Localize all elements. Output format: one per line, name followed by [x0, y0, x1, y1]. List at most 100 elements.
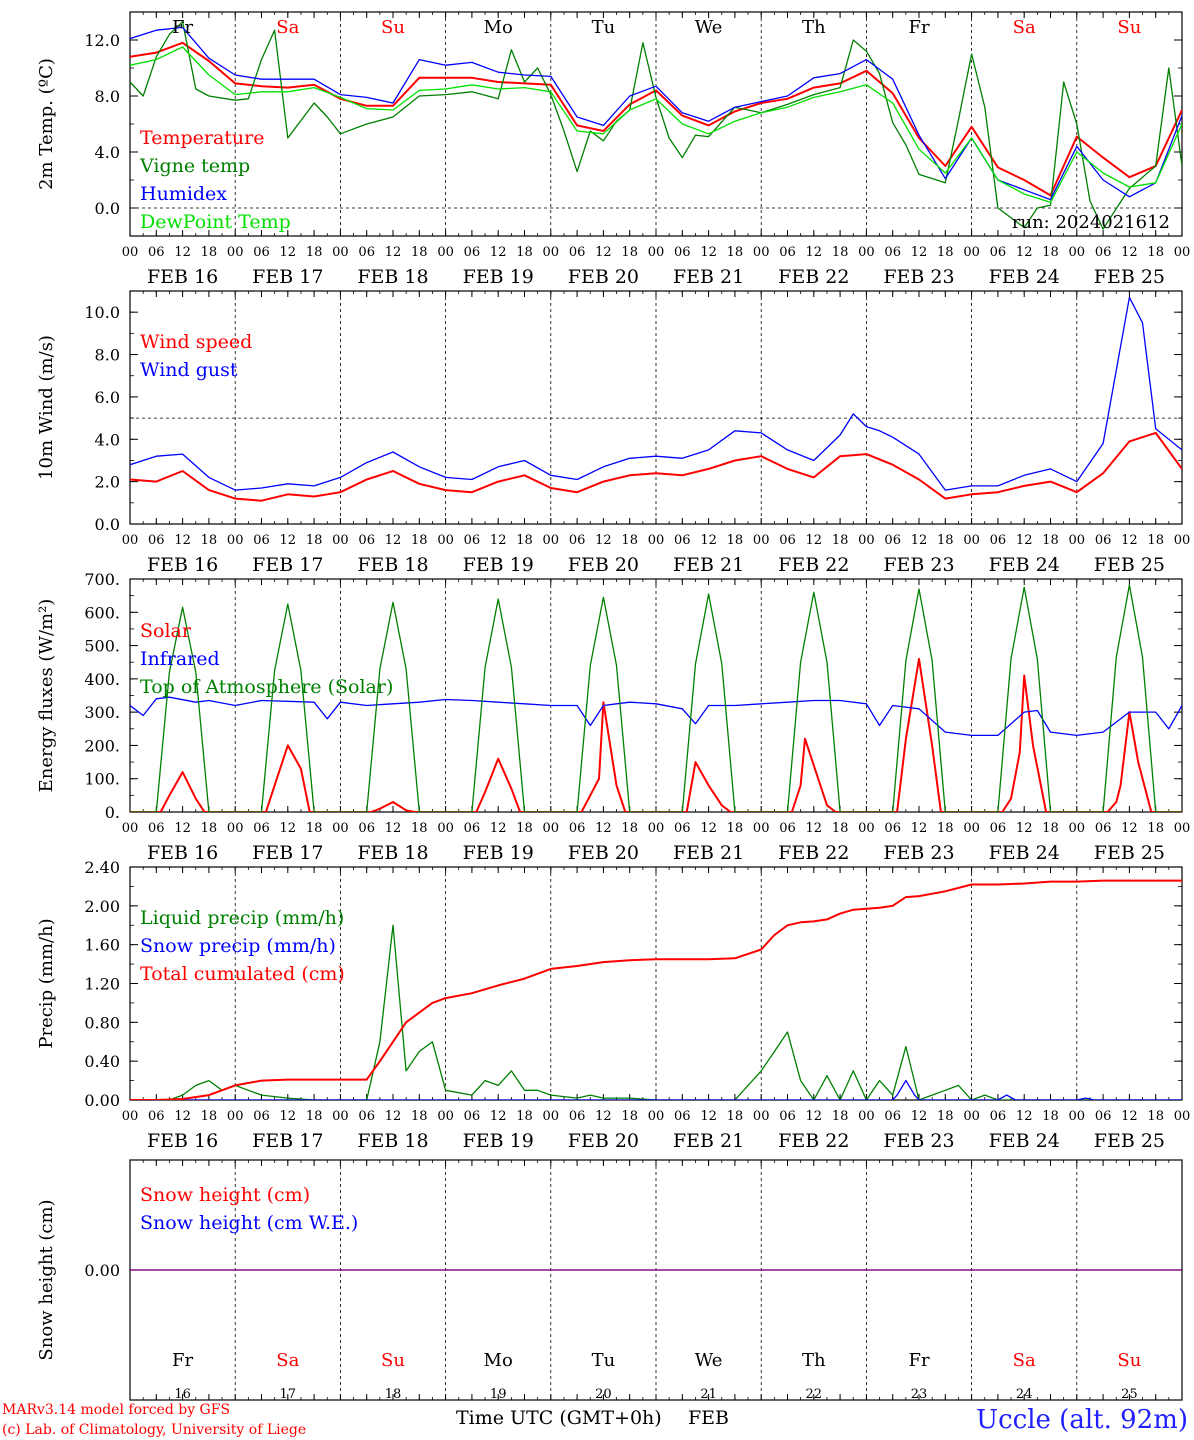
hour-tick-label: 00	[332, 533, 349, 548]
hour-tick-label: 18	[727, 533, 744, 548]
date-label: FEB 19	[463, 1130, 534, 1152]
y-tick-label: 2.40	[84, 858, 120, 877]
hour-tick-label: 00	[648, 1109, 665, 1124]
hour-tick-label: 18	[201, 821, 218, 836]
hour-tick-label: 00	[227, 821, 244, 836]
hour-tick-label: 18	[1147, 245, 1164, 260]
date-label: FEB 23	[883, 266, 954, 288]
legend-entry: Temperature	[140, 127, 264, 149]
day-number-label: 20	[595, 1387, 612, 1402]
weekday-label: Th	[802, 17, 826, 38]
hour-tick-label: 12	[280, 821, 297, 836]
series-line-humidex	[130, 26, 1182, 201]
legend-entry: Infrared	[140, 648, 220, 670]
x-axis-month: FEB	[688, 1407, 729, 1429]
y-tick-label: 0.0	[95, 199, 120, 218]
y-tick-label: 200.	[84, 736, 120, 755]
hour-tick-label: 00	[963, 533, 980, 548]
hour-tick-label: 12	[385, 245, 402, 260]
y-axis-label: Snow height (cm)	[36, 1199, 57, 1360]
hour-tick-label: 06	[253, 533, 270, 548]
hour-tick-label: 00	[543, 245, 560, 260]
legend-entry: Solar	[140, 620, 192, 642]
date-label: FEB 25	[1094, 842, 1165, 864]
day-number-label: 18	[385, 1387, 402, 1402]
series-line-total-cumulated-cm-	[130, 879, 1182, 1100]
day-number-label: 19	[490, 1387, 507, 1402]
hour-tick-label: 06	[148, 1109, 165, 1124]
hour-tick-label: 06	[990, 245, 1007, 260]
hour-tick-label: 00	[963, 821, 980, 836]
y-tick-label: 0.00	[84, 1261, 120, 1280]
date-label: FEB 16	[147, 554, 218, 576]
series-line-top-of-atmosphere-solar-	[130, 584, 1182, 812]
legend-entry: Snow height (cm W.E.)	[140, 1212, 358, 1234]
hour-tick-label: 18	[306, 245, 323, 260]
hour-tick-label: 12	[806, 533, 823, 548]
hour-tick-label: 06	[358, 1109, 375, 1124]
hour-tick-label: 12	[700, 821, 717, 836]
date-label: FEB 22	[778, 842, 849, 864]
hour-tick-label: 12	[280, 245, 297, 260]
date-label: FEB 21	[673, 1130, 744, 1152]
hour-tick-label: 06	[674, 533, 691, 548]
legend-entry: Wind speed	[140, 331, 252, 353]
hour-tick-label: 12	[280, 1109, 297, 1124]
hour-tick-label: 12	[385, 821, 402, 836]
hour-tick-label: 12	[806, 245, 823, 260]
hour-tick-label: 00	[543, 1109, 560, 1124]
hour-tick-label: 00	[437, 533, 454, 548]
weekday-label: Su	[381, 17, 405, 38]
weekday-label: Th	[802, 1350, 826, 1371]
hour-tick-label: 12	[806, 1109, 823, 1124]
hour-tick-label: 06	[884, 245, 901, 260]
hour-tick-label: 12	[595, 533, 612, 548]
hour-tick-label: 12	[911, 533, 928, 548]
hour-tick-label: 06	[569, 821, 586, 836]
hour-tick-label: 12	[700, 245, 717, 260]
day-number-label: 17	[280, 1387, 297, 1402]
hour-tick-label: 00	[648, 245, 665, 260]
hour-tick-label: 18	[1042, 245, 1059, 260]
hour-tick-label: 00	[437, 821, 454, 836]
series-line-temperature	[130, 41, 1182, 197]
legend-entry: Humidex	[140, 183, 227, 205]
hour-tick-label: 12	[1121, 821, 1138, 836]
hour-tick-label: 06	[253, 1109, 270, 1124]
hour-tick-label: 06	[1095, 245, 1112, 260]
day-number-label: 24	[1016, 1387, 1033, 1402]
hour-tick-label: 18	[411, 245, 428, 260]
hour-tick-label: 18	[621, 1109, 638, 1124]
hour-tick-label: 18	[937, 245, 954, 260]
hour-tick-label: 00	[753, 1109, 770, 1124]
hour-tick-label: 18	[621, 533, 638, 548]
hour-tick-label: 12	[911, 245, 928, 260]
hour-tick-label: 06	[884, 1109, 901, 1124]
hour-tick-label: 00	[1069, 1109, 1086, 1124]
hour-tick-label: 06	[569, 533, 586, 548]
hour-tick-label: 06	[779, 533, 796, 548]
hour-tick-label: 12	[174, 1109, 191, 1124]
y-axis-label: 2m Temp. (ºC)	[36, 58, 57, 190]
hour-tick-label: 12	[490, 821, 507, 836]
hour-tick-label: 12	[490, 1109, 507, 1124]
weekday-label: Sa	[1013, 17, 1036, 38]
day-number-label: 22	[806, 1387, 823, 1402]
y-tick-label: 0.40	[84, 1052, 120, 1071]
day-number-label: 16	[174, 1387, 191, 1402]
weekday-label: Mo	[484, 17, 513, 38]
y-tick-label: 2.0	[95, 473, 120, 492]
hour-tick-label: 18	[1042, 1109, 1059, 1124]
hour-tick-label: 12	[1016, 821, 1033, 836]
hour-tick-label: 12	[174, 821, 191, 836]
date-label: FEB 23	[883, 554, 954, 576]
hour-tick-label: 00	[437, 1109, 454, 1124]
hour-tick-label: 00	[122, 533, 139, 548]
day-number-label: 21	[700, 1387, 717, 1402]
weekday-label: Su	[1117, 17, 1141, 38]
hour-tick-label: 18	[727, 1109, 744, 1124]
hour-tick-label: 00	[753, 533, 770, 548]
hour-tick-label: 06	[358, 821, 375, 836]
hour-tick-label: 00	[648, 821, 665, 836]
date-label: FEB 16	[147, 266, 218, 288]
